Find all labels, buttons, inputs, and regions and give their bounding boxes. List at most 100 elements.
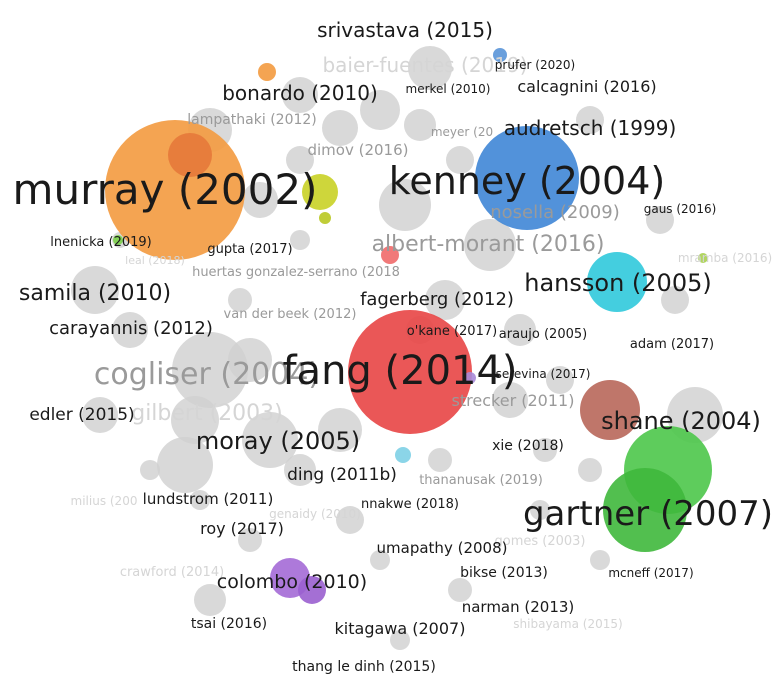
node-bubble [590,550,610,570]
node-label: lnenicka (2019) [50,235,151,250]
node-label: o'kane (2017) [407,324,497,339]
node-label: meyer (20 [431,125,493,139]
node-bubble [360,90,400,130]
node-label: carayannis (2012) [49,318,213,339]
node-label: merkel (2010) [406,82,491,96]
node-label: nosella (2009) [490,202,619,223]
node-bubble [140,460,160,480]
node-bubble [194,584,226,616]
node-label: nnakwe (2018) [361,497,459,512]
node-bubble [492,382,528,418]
node-bubble [238,528,262,552]
node-label: araujo (2005) [499,327,587,342]
node-bubble [446,146,474,174]
node-bubble [242,182,278,218]
node-bubble [318,408,362,452]
node-bubble [576,106,604,134]
node-label: colombo (2010) [217,571,367,593]
node-label: mcneff (2017) [608,566,693,580]
node-label: albert-morant (2016) [372,232,605,257]
node-bubble [587,252,647,312]
node-label: serevina (2017) [496,367,591,381]
node-bubble [298,576,326,604]
node-bubble [546,366,574,394]
node-bubble [390,630,410,650]
node-label: van der beek (2012) [224,307,357,322]
node-label: bikse (2013) [460,565,548,581]
node-bubble [580,380,640,440]
node-bubble [172,332,248,408]
node-label: shibayama (2015) [513,617,622,631]
node-label: fagerberg (2012) [360,289,514,310]
node-bubble [381,246,399,264]
node-label: crawford (2014) [120,565,224,580]
node-label: samila (2010) [19,281,171,306]
node-label: bonardo (2010) [222,81,378,105]
node-bubble [464,372,476,384]
node-label: hansson (2005) [524,269,711,297]
node-bubble [322,110,358,146]
node-bubble [82,397,118,433]
node-bubble [242,412,298,468]
node-bubble [603,468,687,552]
node-label: lampathaki (2012) [187,112,317,128]
node-label: adam (2017) [630,337,714,352]
node-label: dimov (2016) [307,141,408,159]
node-bubble [370,550,390,570]
node-label: moray (2005) [196,427,360,455]
node-label: thananusak (2019) [419,473,543,488]
node-bubble [578,458,602,482]
node-bubble [290,230,310,250]
node-label: genaidy (2010) [269,507,361,521]
node-bubble [228,288,252,312]
node-label: mramba (2016) [678,251,772,265]
node-bubble [698,253,708,263]
node-bubble [533,438,557,462]
node-bubble [646,206,674,234]
node-label: strecker (2011) [452,391,575,410]
node-label: kitagawa (2007) [335,619,466,638]
node-bubble [428,448,452,472]
node-bubble [286,146,314,174]
node-label: milius (200 [71,494,138,508]
node-bubble [171,396,219,444]
node-bubble [228,338,272,382]
node-label: thang le dinh (2015) [292,659,436,675]
node-bubble [408,46,452,90]
node-bubble [530,500,550,520]
node-bubble [379,179,431,231]
node-label: murray (2002) [13,165,318,214]
node-label: lundstrom (2011) [143,490,274,508]
node-label: umapathy (2008) [377,539,508,557]
node-bubble [71,266,119,314]
node-bubble [448,578,472,602]
node-bubble [404,109,436,141]
node-bubble [504,314,536,346]
bubbles [71,46,723,650]
node-label: fang (2014) [282,348,517,394]
node-label: narman (2013) [462,598,575,616]
node-label: calcagnini (2016) [517,77,656,96]
node-bubble [258,63,276,81]
node-bubble [282,77,318,113]
node-bubble [190,490,210,510]
node-bubble [661,286,689,314]
node-label: gartner (2007) [523,494,772,534]
node-bubble [157,437,213,493]
node-bubble [319,212,331,224]
node-label: gaus (2016) [644,202,717,216]
node-bubble [475,126,579,230]
node-bubble [168,133,212,177]
node-label: leal (2018) [125,254,185,267]
node-label: gomes (2003) [495,534,586,549]
node-bubble [302,174,338,210]
node-label: roy (2017) [200,519,284,538]
node-bubble [113,235,123,245]
node-label: srivastava (2015) [317,18,493,42]
node-label: shane (2004) [601,407,761,435]
node-label: audretsch (1999) [504,116,677,140]
node-bubble [336,506,364,534]
node-label: gilbert (2003) [131,401,283,426]
node-label: xie (2018) [492,438,564,454]
